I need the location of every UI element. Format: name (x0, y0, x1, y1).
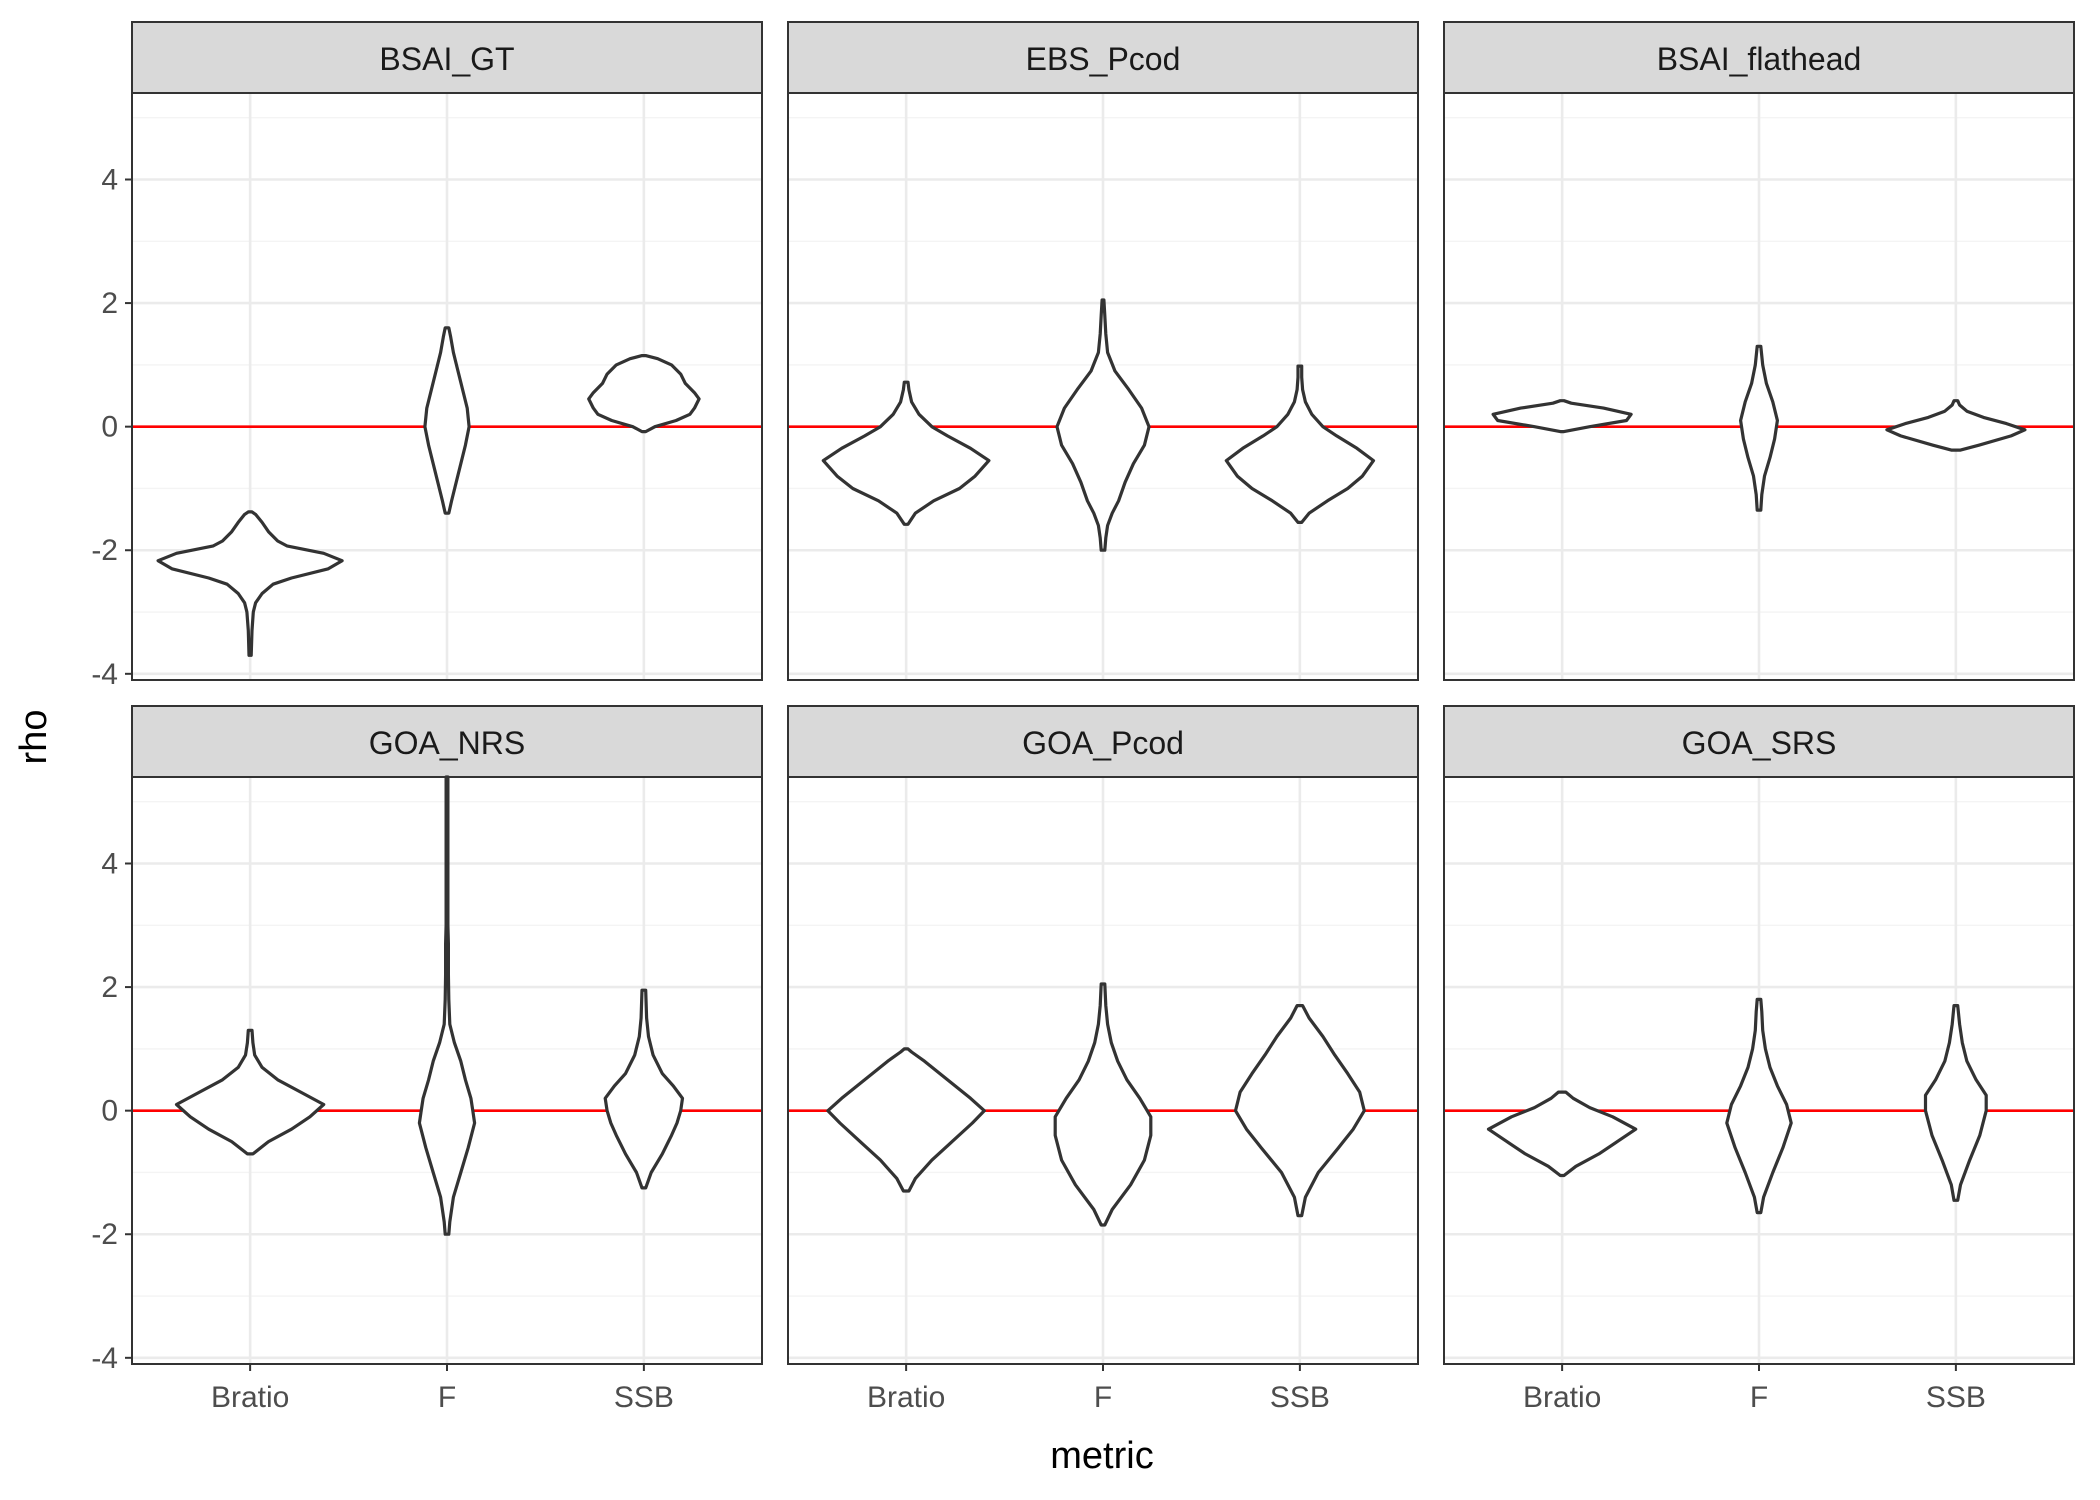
facet-panel-bsai-gt: BSAI_GT (131, 21, 763, 681)
y-tick-label: -2 (91, 1218, 118, 1251)
violin-ssb (1885, 399, 2027, 452)
y-tick-label: -4 (91, 1342, 118, 1375)
facet-panel-goa-nrs: GOA_NRS (131, 705, 763, 1365)
facet-strip (131, 705, 763, 778)
violin-bratio (1486, 1090, 1638, 1178)
violin-f (1725, 997, 1793, 1215)
violin-bratio (826, 1047, 986, 1193)
x-axis-title: metric (1050, 1435, 1153, 1477)
facet-title: GOA_SRS (1682, 725, 1837, 761)
violin-ssb (587, 354, 701, 434)
y-tick-label: 4 (101, 164, 118, 197)
violin-ssb (1233, 1004, 1366, 1218)
x-tick-label: Bratio (1523, 1381, 1601, 1414)
facet-title: GOA_NRS (369, 725, 525, 761)
panel-border (787, 92, 1419, 681)
violin-ssb (1923, 1004, 1988, 1202)
violin-f (423, 326, 471, 515)
facet-strip (1443, 705, 2075, 778)
x-tick-label: F (1750, 1381, 1768, 1414)
facet-title: EBS_Pcod (1026, 41, 1181, 77)
y-tick-label: -2 (91, 534, 118, 567)
facet-strip (1443, 21, 2075, 94)
y-tick-label: -4 (91, 658, 118, 691)
violin-bratio (1491, 399, 1633, 434)
violin-ssb (603, 988, 685, 1190)
axes: -4 -2 0 2 4 -4 -2 0 2 4 Bratio F SSB Bratio F SSB Bratio… (91, 164, 1986, 1414)
facet-panels: BSAI_GT EBS_Pcod BSAI_flathead GOA_NRS GOA_P… (131, 21, 2075, 1365)
facet-title: BSAI_GT (379, 41, 514, 77)
panel-border (1443, 92, 2075, 681)
violin-bratio (174, 1028, 326, 1156)
x-tick-label: SSB (614, 1381, 674, 1414)
facet-panel-bsai-flathead: BSAI_flathead (1443, 21, 2075, 681)
x-tick-label: F (1094, 1381, 1112, 1414)
x-tick-label: SSB (1926, 1381, 1986, 1414)
facet-title: GOA_Pcod (1022, 725, 1184, 761)
y-tick-label: 0 (101, 1095, 118, 1128)
x-tick-label: F (438, 1381, 456, 1414)
facet-panel-goa-srs: GOA_SRS (1443, 705, 2075, 1365)
facet-panel-ebs-pcod: EBS_Pcod (787, 21, 1419, 681)
violin-bratio (821, 380, 991, 526)
y-tick-label: 2 (101, 971, 118, 1004)
x-tick-label: Bratio (211, 1381, 289, 1414)
violin-f (1739, 344, 1779, 512)
x-tick-label: Bratio (867, 1381, 945, 1414)
violin-f (1055, 298, 1151, 552)
violin-bratio (156, 510, 344, 657)
violin-f (1053, 982, 1153, 1227)
facet-strip (787, 705, 1419, 778)
y-tick-label: 0 (101, 411, 118, 444)
y-tick-label: 4 (101, 848, 118, 881)
facet-title: BSAI_flathead (1657, 41, 1862, 77)
panel-border (131, 92, 763, 681)
facet-strip (131, 21, 763, 94)
y-tick-label: 2 (101, 287, 118, 320)
y-axis-title: rho (13, 710, 55, 765)
violin-ssb (1224, 364, 1376, 524)
x-tick-label: SSB (1270, 1381, 1330, 1414)
facet-panel-goa-pcod: GOA_Pcod (787, 705, 1419, 1365)
